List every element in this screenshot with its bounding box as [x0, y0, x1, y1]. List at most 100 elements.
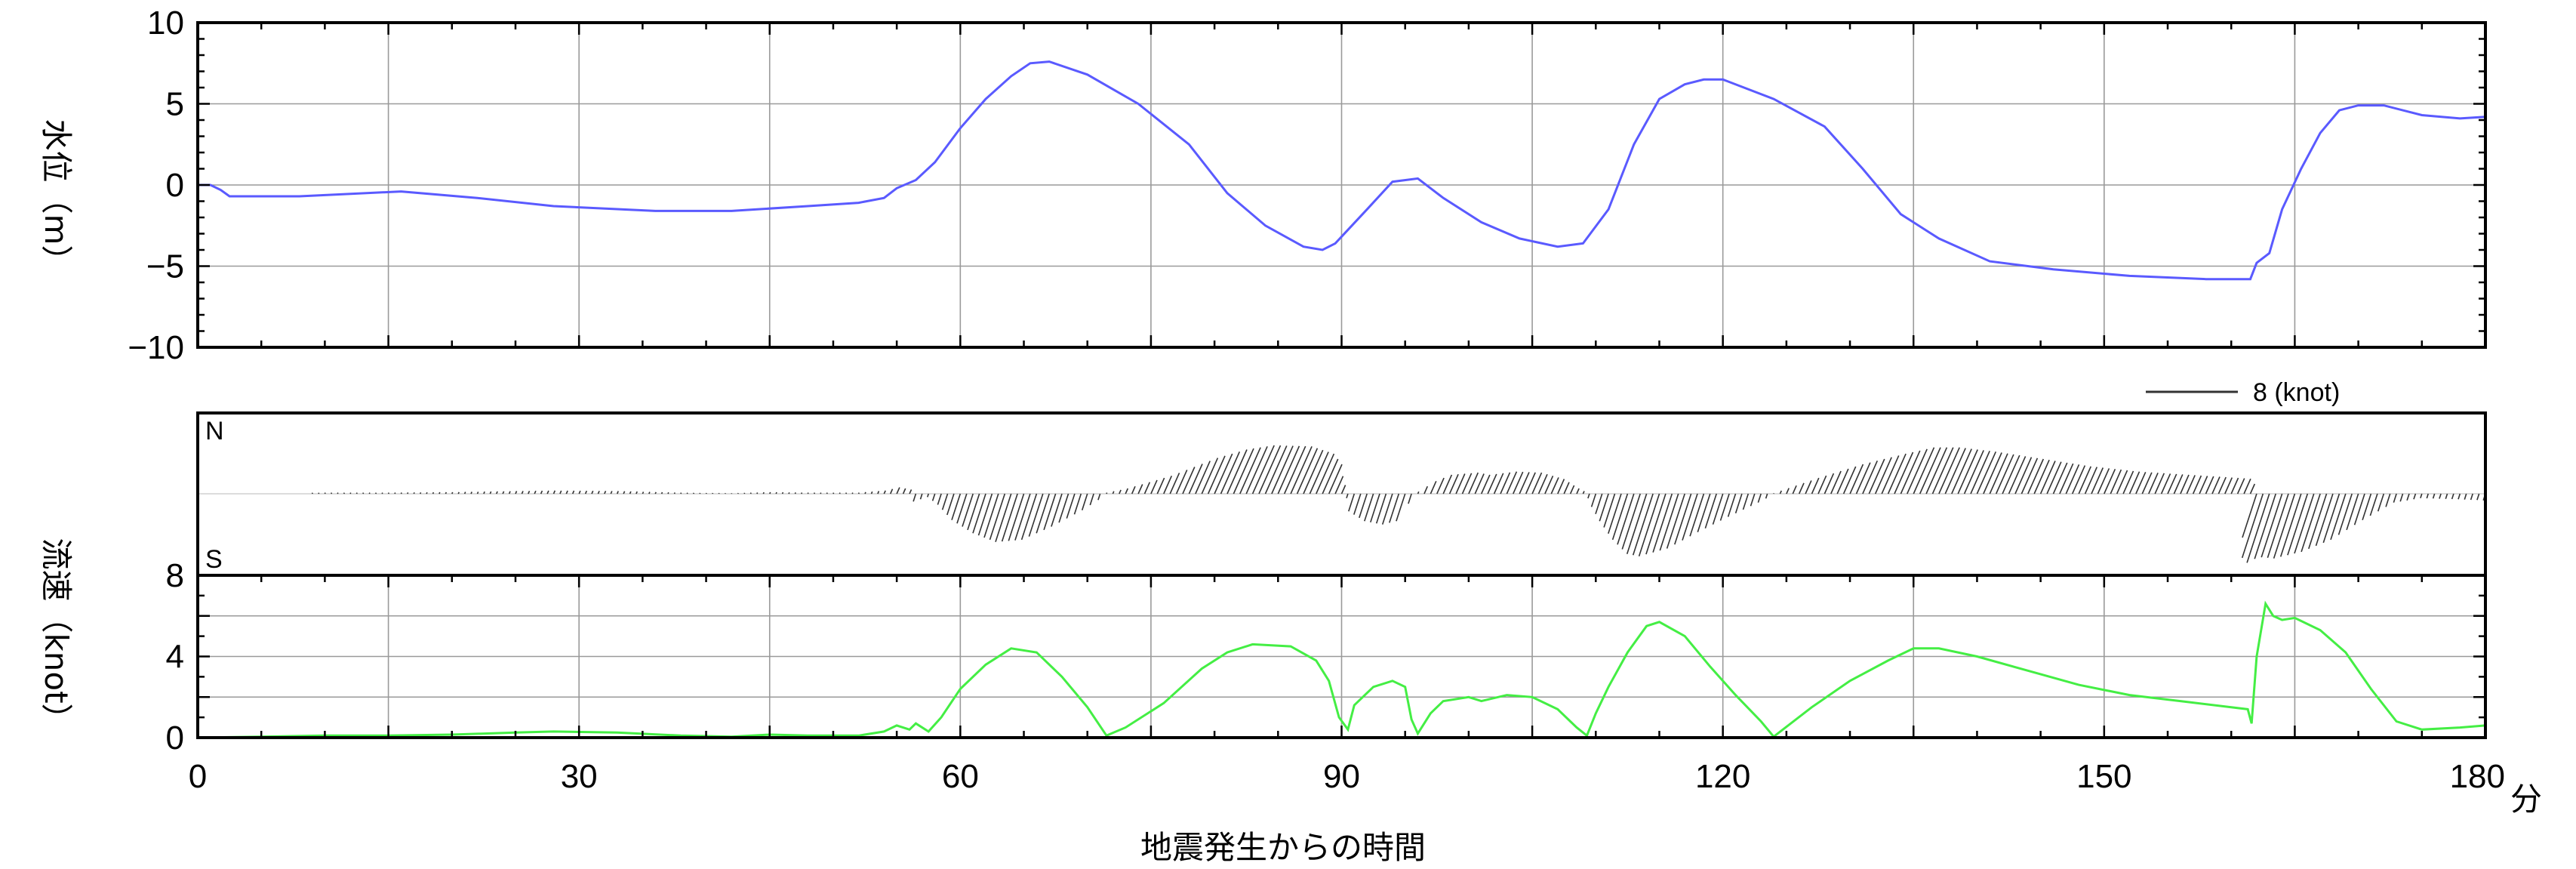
current-vector-stick: [889, 488, 894, 495]
south-label: S: [205, 545, 223, 574]
current-vector-stick: [476, 492, 479, 495]
current-vector-stick: [1328, 464, 1343, 495]
current-vector-stick: [2192, 475, 2202, 495]
current-vector-stick: [2451, 493, 2454, 500]
current-vector-stick: [851, 492, 854, 495]
current-vector-stick: [552, 490, 556, 495]
current-vector-stick: [1370, 493, 1380, 522]
current-vector-stick: [919, 493, 923, 500]
current-vector-stick: [1919, 447, 1941, 495]
current-vector-stick: [1143, 482, 1151, 495]
current-vector-stick: [2287, 493, 2309, 556]
current-vector-stick: [470, 492, 472, 495]
current-vector-stick: [1913, 447, 1935, 495]
current-vector-stick: [1436, 477, 1445, 495]
current-vector-stick: [1944, 448, 1966, 495]
current-vector-stick: [1719, 493, 1730, 521]
current-vector-stick: [1576, 488, 1580, 495]
current-vector-stick: [463, 492, 466, 495]
current-vector-stick: [931, 493, 936, 501]
current-vector-stick: [1757, 493, 1762, 503]
current-vector-stick: [1097, 493, 1101, 501]
current-vector-stick: [2420, 493, 2423, 499]
current-vector-stick: [1617, 493, 1635, 545]
x-axis-unit: 分: [2510, 781, 2542, 818]
current-vector-stick: [597, 490, 600, 495]
current-vector-stick: [2217, 476, 2227, 495]
current-vector-stick: [2059, 463, 2074, 495]
current-vector-stick: [1455, 473, 1466, 495]
current-vector-stick: [1239, 447, 1261, 495]
current-vector-stick: [1020, 493, 1038, 541]
current-vector-stick: [349, 492, 352, 495]
current-vector-stick: [2242, 493, 2257, 538]
current-vector-stick: [902, 488, 906, 495]
current-vector-stick: [489, 491, 492, 495]
current-vector-stick: [2116, 470, 2128, 495]
current-vector-stick: [1519, 472, 1530, 495]
current-vector-stick: [1868, 458, 1885, 495]
current-vector-stick: [1697, 493, 1711, 533]
current-vector-stick: [1983, 452, 2002, 495]
current-vector-stick: [2091, 467, 2104, 495]
water-level-y-tick-label: 5: [166, 86, 184, 123]
current-vector-stick: [983, 493, 999, 538]
current-vector-stick: [1182, 467, 1196, 495]
current-vector-stick: [1995, 454, 2014, 495]
current-vector-stick: [623, 491, 626, 495]
x-axis-title: 地震発生からの時間: [1140, 829, 1426, 866]
current-vector-stick: [1233, 448, 1254, 495]
current-vector-stick: [2337, 493, 2353, 535]
current-vector-stick: [756, 492, 759, 495]
current-vector-stick: [1353, 493, 1362, 515]
current-vector-stick: [343, 492, 346, 495]
x-tick-label: 150: [2076, 758, 2131, 795]
current-vector-stick: [1408, 493, 1412, 504]
current-vector-stick: [445, 492, 448, 495]
current-vector-stick: [1881, 455, 1900, 495]
current-vector-stick: [439, 492, 441, 495]
current-vector-stick: [962, 493, 974, 527]
current-vector-stick: [2330, 493, 2347, 541]
current-vector-stick: [1001, 493, 1018, 542]
current-vector-stick: [1195, 461, 1211, 495]
current-vector-stick: [534, 490, 537, 495]
current-vector-stick: [1309, 451, 1329, 495]
current-vector-stick: [2393, 493, 2397, 503]
current-vector-stick: [368, 492, 371, 495]
current-vector-stick: [502, 491, 505, 495]
current-vector-stick: [1587, 493, 1590, 499]
current-vector-stick: [1137, 484, 1143, 495]
current-vector-stick: [951, 493, 962, 521]
current-vector-stick: [667, 492, 669, 495]
current-vector-stick: [775, 492, 777, 495]
current-vector-stick: [1474, 473, 1485, 495]
current-vector-stick: [419, 492, 422, 495]
current-vector-stick: [2470, 493, 2473, 501]
x-tick-label: 30: [561, 758, 598, 795]
current-vector-stick: [769, 492, 771, 495]
current-vector-stick: [1283, 445, 1306, 495]
current-vector-stick: [578, 490, 581, 495]
current-vector-stick: [1951, 448, 1972, 495]
current-vector-stick: [1786, 488, 1790, 495]
current-speed-series-line: [197, 600, 2486, 739]
current-vector-stick: [2097, 468, 2110, 495]
current-vector-stick: [2261, 493, 2283, 558]
current-vector-stick: [654, 492, 657, 495]
current-vector-stick: [1734, 493, 1743, 513]
current-vector-stick: [1430, 480, 1437, 495]
current-vector-stick: [1849, 464, 1864, 495]
current-vector-stick: [1163, 475, 1173, 495]
water-level-y-tick-label: 0: [166, 167, 184, 204]
current-vector-stick: [1251, 445, 1275, 495]
current-vector-stick: [946, 493, 955, 516]
current-vector-stick: [1334, 476, 1344, 495]
current-vector-stick: [2249, 483, 2256, 495]
current-vector-stick: [1073, 493, 1082, 515]
current-vector-stick: [2246, 493, 2270, 563]
current-vector-stick: [2122, 470, 2134, 495]
current-vector-stick: [937, 493, 942, 505]
current-vector-stick: [1817, 475, 1827, 495]
current-vector-stick: [2065, 464, 2080, 495]
